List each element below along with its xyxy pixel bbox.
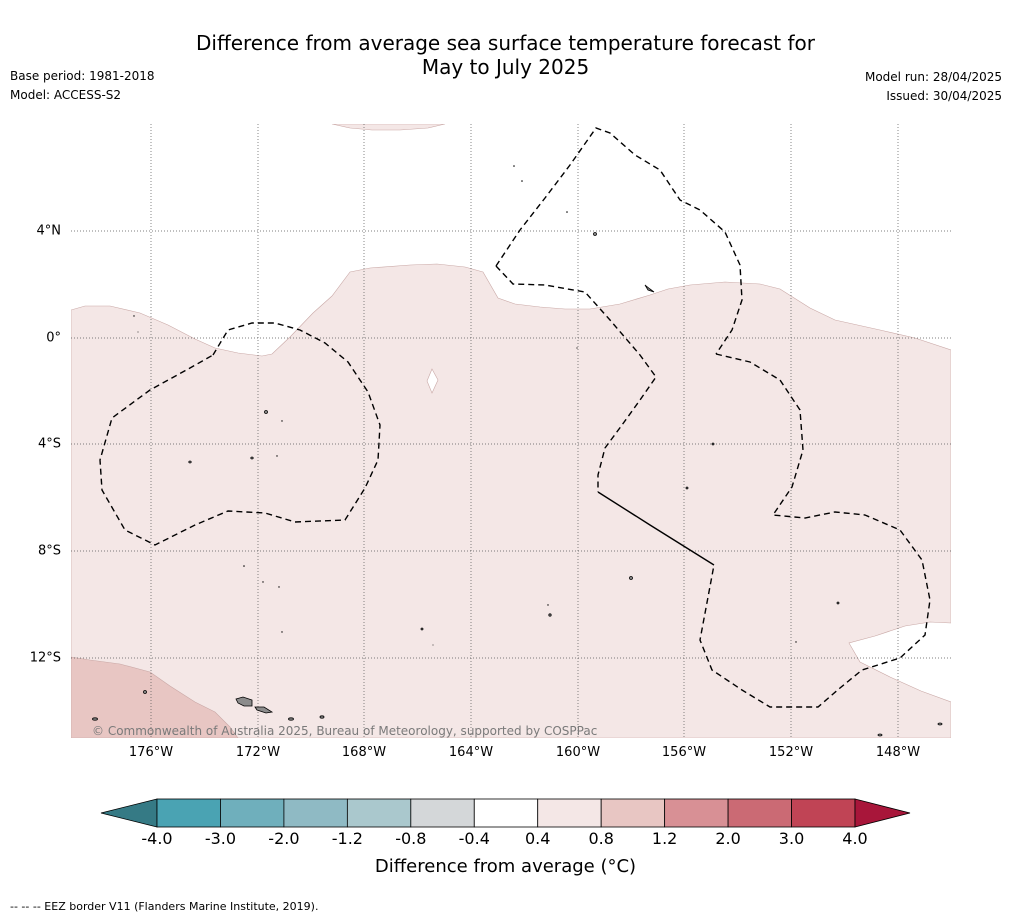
eez-border-east [699, 353, 931, 708]
colorbar-tick-label: 3.0 [778, 829, 805, 848]
lat-label-4s: 4°S [37, 436, 61, 452]
anomaly-gap-island [426, 368, 439, 394]
model-run: Model run: 28/04/2025 [864, 70, 1002, 84]
colorbar-tick-label: -0.8 [395, 829, 427, 848]
colorbar-tick-label: -4.0 [141, 829, 173, 848]
chart-title: Difference from average sea surface temp… [0, 31, 1011, 79]
colorbar-bin [346, 798, 412, 828]
colorbar-bin [537, 798, 602, 828]
colorbar-tick-label: 0.4 [524, 829, 551, 848]
colorbar-bin [473, 798, 539, 828]
anomaly-region-medium [71, 656, 239, 738]
title-line-1: Difference from average sea surface temp… [195, 31, 815, 55]
eez-border-west [99, 322, 381, 546]
colorbar-tick-label: -3.0 [204, 829, 237, 848]
lat-label-12s: 12°S [29, 650, 61, 666]
title-line-2: May to July 2025 [421, 55, 590, 79]
colorbar-bin [410, 798, 475, 828]
lon-label-176w: 176°W [128, 745, 174, 760]
colorbar-tick-label: 0.8 [588, 829, 614, 848]
eez-border-central [495, 265, 657, 492]
colorbar-tick-label: 1.2 [651, 829, 678, 848]
atolls [133, 165, 797, 646]
issued-date: Issued: 30/04/2025 [886, 89, 1002, 103]
lon-label-168w: 168°W [341, 745, 387, 760]
samoa-island-savaii [235, 696, 253, 707]
colorbar-bin [283, 798, 348, 828]
copyright-credit: © Commonwealth of Australia 2025, Bureau… [92, 724, 598, 738]
colorbar-bin [156, 798, 221, 828]
samoa-island-upolu [254, 706, 274, 714]
lat-label-0: 0° [46, 330, 61, 346]
colorbar-extend-high [854, 798, 911, 828]
lon-label-164w: 164°W [448, 745, 494, 760]
colorbar-bin [791, 798, 856, 828]
lon-label-172w: 172°W [235, 745, 281, 760]
colorbar-bin [727, 798, 792, 828]
lon-label-160w: 160°W [555, 745, 601, 760]
islands [92, 232, 943, 737]
lat-label-4n: 4°N [36, 223, 62, 239]
eez-legend: -- -- -- EEZ border V11 (Flanders Marine… [10, 900, 319, 913]
lon-label-152w: 152°W [768, 745, 814, 760]
colorbar-tick-label: -2.0 [268, 829, 300, 848]
lon-label-148w: 148°W [875, 745, 921, 760]
lat-label-8s: 8°S [37, 543, 61, 559]
lon-label-156w: 156°W [661, 745, 707, 760]
graticule [71, 124, 951, 738]
colorbar-bin [600, 798, 666, 828]
colorbar-tick-label: 4.0 [842, 829, 868, 848]
anomaly-region-top [331, 124, 446, 131]
colorbar-extend-low [100, 798, 158, 828]
colorbar-tick-label: -0.4 [458, 829, 490, 848]
colorbar-tick-label: 2.0 [715, 829, 741, 848]
colorbar-tick-label: -1.2 [331, 829, 363, 848]
colorbar-bin [220, 798, 285, 828]
model-name: Model: ACCESS-S2 [10, 88, 122, 102]
eez-borders [99, 127, 931, 708]
base-period: Base period: 1981-2018 [10, 69, 155, 83]
colorbar [100, 798, 911, 828]
colorbar-bin [664, 798, 729, 828]
colorbar-label: Difference from average (°C) [374, 856, 637, 877]
eez-border-solid [597, 491, 715, 566]
